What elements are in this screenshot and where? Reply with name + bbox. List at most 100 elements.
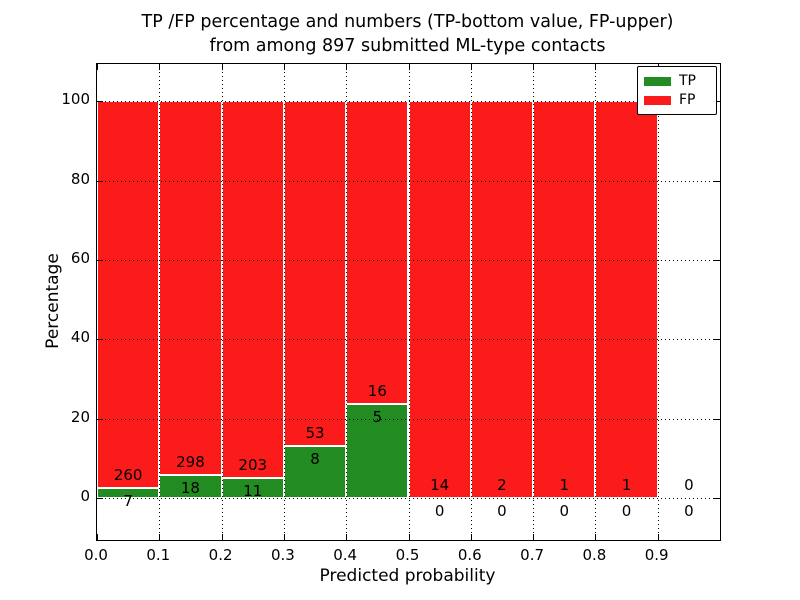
x-tick-mark-top bbox=[221, 64, 223, 70]
y-tick-label: 20 bbox=[70, 407, 90, 426]
x-tick-mark bbox=[159, 534, 161, 540]
v-gridline bbox=[595, 64, 597, 540]
x-tick-mark-top bbox=[283, 64, 285, 70]
tp-swatch-icon bbox=[644, 77, 671, 86]
fp-count-label: 298 bbox=[176, 453, 205, 472]
y-tick-mark bbox=[97, 497, 103, 499]
y-axis-label: Percentage bbox=[43, 253, 63, 349]
fp-bar-segment bbox=[346, 101, 409, 404]
y-tick-mark-right bbox=[714, 418, 720, 420]
x-tick-label: 0.8 bbox=[582, 546, 607, 564]
y-tick-mark-right bbox=[714, 339, 720, 341]
fp-count-label: 16 bbox=[367, 381, 387, 400]
tp-count-label: 7 bbox=[123, 491, 133, 510]
fp-bar-segment bbox=[533, 101, 596, 498]
x-axis-label: Predicted probability bbox=[319, 566, 496, 586]
tp-count-label: 18 bbox=[180, 479, 200, 498]
tp-count-label: 5 bbox=[372, 407, 383, 426]
fp-count-label: 1 bbox=[621, 475, 632, 494]
fp-bar-segment bbox=[221, 101, 284, 478]
x-tick-mark-top bbox=[159, 64, 161, 70]
legend-label-fp: FP bbox=[679, 92, 696, 108]
tp-count-label: 11 bbox=[243, 481, 263, 500]
x-tick-label: 0.9 bbox=[644, 546, 669, 564]
chart-title: TP /FP percentage and numbers (TP-bottom… bbox=[96, 10, 719, 58]
tp-count-label: 8 bbox=[310, 449, 320, 468]
legend-label-tp: TP bbox=[679, 73, 696, 89]
fp-count-label: 0 bbox=[684, 475, 694, 494]
tp-count-label: 0 bbox=[559, 501, 570, 520]
x-tick-mark bbox=[533, 534, 535, 540]
legend-item-fp: FP bbox=[644, 91, 710, 110]
tp-bar-segment bbox=[283, 445, 347, 498]
x-tick-label: 0.0 bbox=[84, 546, 108, 564]
x-tick-mark bbox=[470, 534, 472, 540]
x-tick-mark-top bbox=[408, 64, 410, 70]
y-tick-label: 40 bbox=[70, 328, 90, 347]
fp-count-label: 260 bbox=[113, 465, 143, 484]
v-gridline bbox=[283, 64, 285, 540]
legend-item-tp: TP bbox=[644, 72, 710, 91]
fp-bar-segment bbox=[408, 101, 471, 498]
y-tick-label: 60 bbox=[70, 248, 90, 267]
v-gridline bbox=[221, 64, 223, 540]
v-gridline bbox=[470, 64, 472, 540]
x-tick-label: 0.3 bbox=[270, 546, 295, 564]
chart-title-line1: TP /FP percentage and numbers (TP-bottom… bbox=[141, 12, 674, 32]
x-tick-mark bbox=[97, 534, 98, 540]
fp-count-label: 2 bbox=[497, 475, 507, 494]
tp-count-label: 0 bbox=[621, 501, 632, 520]
y-tick-mark-right bbox=[714, 259, 720, 261]
y-tick-label: 100 bbox=[61, 90, 90, 109]
v-gridline bbox=[408, 64, 410, 540]
y-tick-mark bbox=[97, 101, 103, 103]
y-tick-mark-right bbox=[714, 497, 720, 499]
y-tick-mark bbox=[97, 259, 103, 261]
y-tick-label: 0 bbox=[80, 486, 90, 505]
legend: TP FP bbox=[637, 66, 717, 115]
x-tick-label: 0.4 bbox=[333, 546, 358, 564]
x-tick-mark bbox=[595, 534, 597, 540]
x-tick-mark-top bbox=[470, 64, 472, 70]
v-gridline bbox=[346, 64, 348, 540]
fp-bar-segment bbox=[470, 101, 534, 498]
chart-title-line2: from among 897 submitted ML-type contact… bbox=[209, 36, 606, 56]
x-tick-mark-top bbox=[595, 64, 597, 70]
plot-area: TP FP 260 7 298 18 203 11 53 8 16 5 14 0 2 0 1 0 1 0 0 0 bbox=[96, 63, 721, 541]
v-gridline bbox=[533, 64, 535, 540]
y-tick-mark bbox=[97, 339, 103, 341]
x-tick-mark-top bbox=[346, 64, 348, 70]
tp-count-label: 0 bbox=[497, 501, 507, 520]
tp-count-label: 0 bbox=[434, 501, 445, 520]
v-gridline bbox=[657, 64, 659, 540]
x-tick-label: 0.1 bbox=[146, 546, 171, 564]
x-tick-label: 0.7 bbox=[520, 546, 545, 564]
y-tick-mark-right bbox=[714, 180, 720, 182]
x-tick-mark bbox=[221, 534, 223, 540]
v-gridline bbox=[159, 64, 161, 540]
x-tick-mark bbox=[657, 534, 659, 540]
fp-count-label: 203 bbox=[238, 455, 268, 474]
y-tick-label: 80 bbox=[70, 169, 90, 188]
fp-swatch-icon bbox=[644, 96, 671, 105]
x-tick-mark bbox=[408, 534, 410, 540]
x-tick-mark bbox=[283, 534, 285, 540]
x-tick-label: 0.2 bbox=[208, 546, 233, 564]
tp-bar-segment bbox=[97, 487, 160, 498]
x-tick-label: 0.6 bbox=[457, 546, 482, 564]
tp-count-label: 0 bbox=[684, 501, 694, 520]
fp-count-label: 1 bbox=[559, 475, 570, 494]
x-tick-mark-top bbox=[533, 64, 535, 70]
y-tick-mark bbox=[97, 180, 103, 182]
x-tick-mark-top bbox=[97, 64, 98, 70]
fp-bar-segment bbox=[97, 101, 160, 488]
y-tick-mark-right bbox=[714, 101, 720, 103]
x-tick-label: 0.5 bbox=[395, 546, 420, 564]
fp-bar-segment bbox=[159, 101, 222, 476]
fp-count-label: 14 bbox=[430, 475, 450, 494]
fp-bar-segment bbox=[595, 101, 658, 498]
fp-count-label: 53 bbox=[305, 423, 325, 442]
x-tick-mark bbox=[346, 534, 348, 540]
y-tick-mark bbox=[97, 418, 103, 420]
